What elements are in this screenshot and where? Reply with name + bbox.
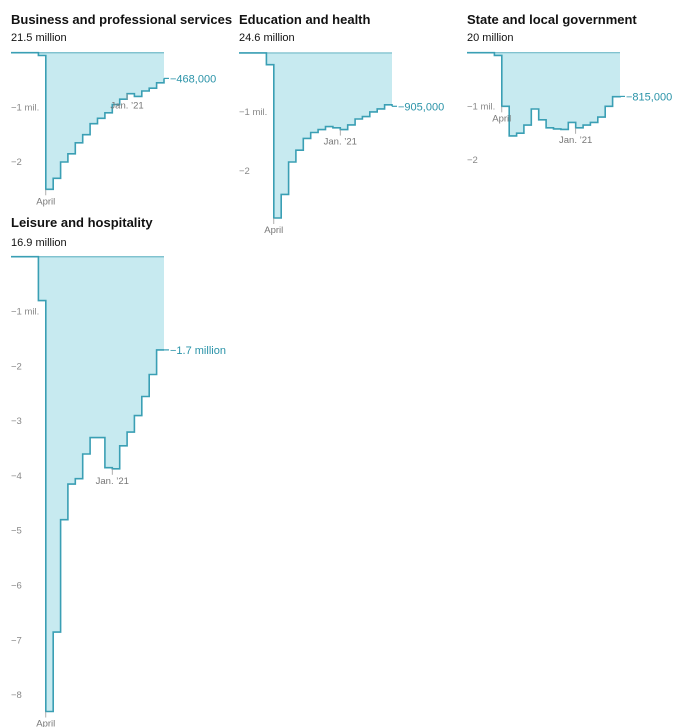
- area-fill: [239, 52, 392, 219]
- y-tick-label: −1 mil.: [11, 102, 39, 113]
- annotation-label: Jan. ’21: [324, 137, 357, 148]
- y-tick-label: −2: [467, 155, 478, 166]
- y-tick-label: −5: [11, 526, 22, 537]
- baseline-label: 21.5 million: [11, 32, 67, 44]
- y-tick-label: −1 mil.: [239, 107, 267, 118]
- y-tick-label: −6: [11, 580, 22, 591]
- baseline-label: 20 million: [467, 32, 514, 44]
- area-chart-business: −1 mil. −2 April Jan. ’21 −468,000: [11, 51, 216, 207]
- area-chart-leisure: −1 mil. −2 −3 −4 −5 −6 −7 −8 April Jan. ’21 −1.7 m…: [11, 255, 226, 727]
- baseline-label: 24.6 million: [239, 32, 295, 44]
- area-fill: [11, 256, 164, 712]
- y-tick-label: −8: [11, 690, 22, 701]
- series-line: [239, 52, 393, 219]
- area-chart-state-local: −1 mil. −2 April Jan. ’21 −815,000: [467, 51, 672, 166]
- series-line: [11, 51, 165, 191]
- y-tick-label: −2: [11, 157, 22, 168]
- chart-panel-education: Education and health 24.6 million −1 mil…: [239, 12, 454, 236]
- chart-panel-state-local: State and local government 20 million −1…: [467, 12, 687, 167]
- annotation-label: April: [36, 719, 55, 727]
- baseline-label: 16.9 million: [11, 237, 67, 249]
- annotation-label: Jan. ’21: [110, 101, 143, 112]
- series-line: [467, 51, 621, 137]
- chart-title: Education and health: [239, 12, 371, 27]
- y-tick-label: −2: [239, 166, 250, 177]
- end-value-label: −815,000: [626, 91, 672, 103]
- annotation-label: April: [264, 225, 283, 236]
- y-tick-label: −1 mil.: [467, 101, 495, 112]
- chart-title: Leisure and hospitality: [11, 215, 153, 230]
- series-line: [11, 255, 164, 713]
- end-value-label: −468,000: [170, 73, 216, 85]
- area-fill: [11, 52, 164, 190]
- chart-panel-leisure: Leisure and hospitality 16.9 million −1 …: [11, 215, 226, 727]
- y-tick-label: −7: [11, 635, 22, 646]
- chart-panel-business: Business and professional services 21.5 …: [11, 12, 232, 207]
- y-tick-label: −3: [11, 416, 22, 427]
- end-value-label: −905,000: [398, 101, 444, 113]
- y-tick-label: −4: [11, 471, 22, 482]
- annotation-label: April: [492, 113, 511, 124]
- annotation-label: Jan. ’21: [559, 135, 592, 146]
- y-tick-label: −2: [11, 361, 22, 372]
- annotation-label: Jan. ’21: [96, 476, 129, 487]
- y-tick-label: −1 mil.: [11, 307, 39, 318]
- end-value-label: −1.7 million: [170, 345, 226, 357]
- chart-title: State and local government: [467, 12, 637, 27]
- area-fill: [467, 52, 620, 136]
- area-chart-education: −1 mil. −2 April Jan. ’21 −905,000: [239, 52, 444, 236]
- annotation-label: April: [36, 196, 55, 207]
- chart-title: Business and professional services: [11, 12, 233, 27]
